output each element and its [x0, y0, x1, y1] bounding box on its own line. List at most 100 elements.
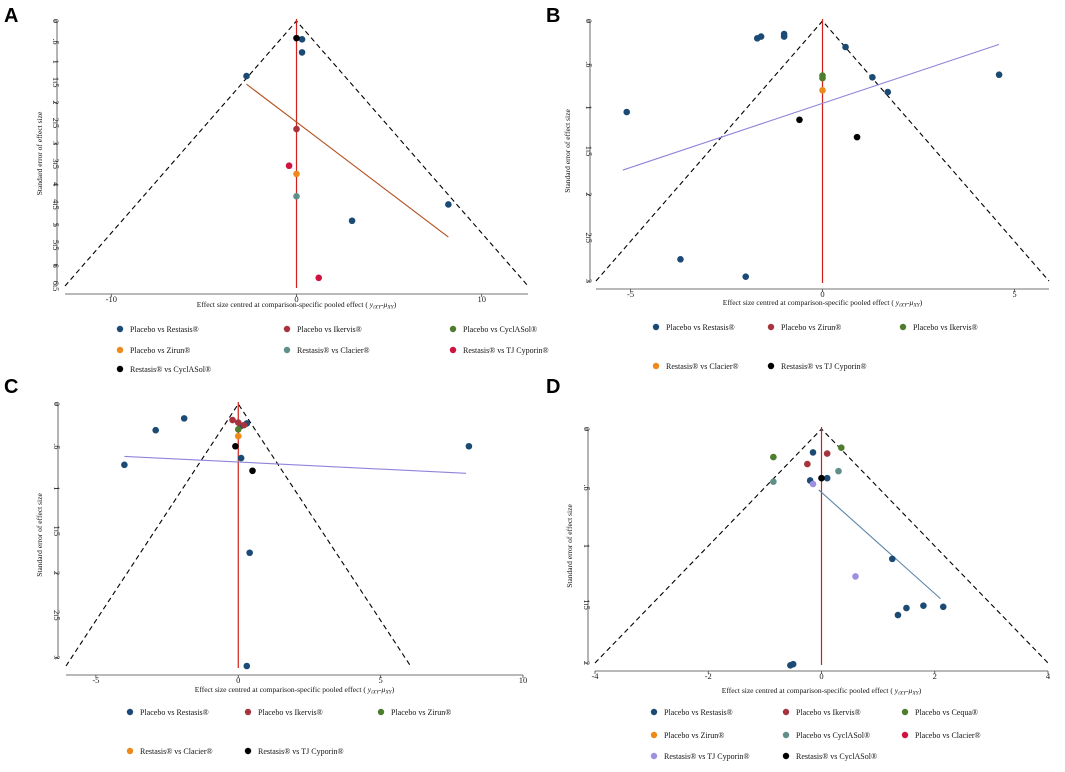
data-point: [770, 478, 777, 485]
data-point: [838, 444, 845, 452]
legend-label: Restasis® vs CyclASol®: [130, 365, 211, 374]
panel-letter: A: [4, 5, 18, 27]
data-point: [465, 442, 473, 450]
legend-label: Placebo vs Ikervis®: [796, 708, 861, 717]
legend-marker: [377, 708, 385, 716]
legend-marker: [449, 325, 457, 333]
panel-letter: C: [4, 376, 18, 398]
data-point: [789, 660, 797, 668]
legend-label: Placebo vs Ikervis®: [297, 325, 362, 334]
y-tick-label: 4: [51, 182, 61, 187]
data-point: [293, 125, 300, 133]
y-tick-label: .5: [51, 38, 61, 44]
regression-line: [622, 43, 1000, 171]
legend-label: Restasis® vs Clacier®: [140, 747, 213, 756]
legend-marker: [244, 708, 252, 716]
y-tick-label: 1.5: [52, 525, 62, 536]
y-tick-label: 3.5: [51, 158, 61, 169]
legend-label: Placebo vs Zirun®: [391, 708, 451, 717]
x-tick-label: 4: [1046, 671, 1051, 681]
y-tick-label: 2: [582, 661, 592, 665]
y-tick-label: 3: [51, 141, 61, 145]
y-tick-label: 6.5: [51, 281, 61, 292]
panel-a: A 0 .5 1 1.5 2 2.5 3 3.5 4 4.5 5 5.5 6 6.5 Standard err…: [4, 5, 549, 374]
y-axis-label: Standard error of effect size: [565, 504, 574, 588]
data-point: [852, 573, 859, 580]
x-axis-label: Effect size centred at comparison-specif…: [722, 686, 922, 697]
legend-marker: [901, 708, 909, 716]
legend-marker: [126, 708, 134, 716]
data-point: [819, 74, 826, 82]
data-point: [818, 474, 825, 482]
legend-label: Placebo vs Cequa®: [915, 708, 978, 717]
legend-marker: [899, 323, 907, 331]
y-tick-label: 0: [584, 19, 594, 23]
y-tick-label: 1.5: [584, 146, 594, 157]
legend-marker: [116, 346, 124, 354]
y-tick-label: 1: [51, 60, 61, 64]
x-axis-label: Effect size centred at comparison-specif…: [723, 298, 923, 309]
x-tick-label: 0: [294, 294, 298, 304]
data-point: [298, 49, 306, 56]
legend-label: Placebo vs Clacier®: [915, 731, 981, 740]
y-tick-label: 1.5: [582, 599, 592, 610]
legend-marker: [767, 362, 775, 370]
legend-label: Placebo vs Zirun®: [781, 323, 841, 332]
y-tick-label: 0: [52, 402, 62, 406]
y-tick-label: 6: [51, 263, 61, 267]
legend-marker: [650, 708, 658, 716]
funnel-boundary: [65, 402, 411, 667]
legend-marker: [652, 323, 660, 331]
y-tick-label: .5: [582, 484, 592, 490]
y-tick-label: 2.5: [52, 610, 62, 621]
y-axis-label: Standard error of effect size: [563, 109, 572, 193]
panel-d: D 0 .5 1 1.5 2 Standard error of effect size -4…: [546, 376, 1051, 761]
y-tick-label: 1.5: [51, 77, 61, 88]
data-point: [293, 170, 300, 178]
data-point: [809, 449, 817, 456]
legend-label: Placebo vs Restasis®: [140, 708, 209, 717]
data-point: [819, 87, 826, 94]
legend-marker: [767, 323, 775, 331]
y-tick-label: 4.5: [51, 199, 61, 210]
data-point: [298, 36, 306, 43]
legend-label: Restasis® vs TJ Cyporin®: [781, 362, 867, 371]
x-tick-label: 2: [933, 671, 937, 681]
legend-label: Placebo vs Ikervis®: [258, 708, 323, 717]
legend-marker: [116, 325, 124, 333]
data-point: [243, 72, 250, 80]
legend-marker: [650, 752, 658, 760]
legend-marker: [283, 346, 291, 354]
x-tick-label: 5: [379, 675, 383, 685]
data-point: [903, 604, 910, 612]
data-point: [884, 88, 892, 96]
legend-label: Placebo vs Zirun®: [664, 731, 724, 740]
data-point: [240, 421, 248, 429]
y-tick-label: 2.5: [51, 118, 61, 129]
data-point: [293, 34, 300, 42]
x-tick-label: 0: [820, 289, 824, 299]
legend-label: Restasis® vs Clacier®: [666, 362, 739, 371]
x-tick-label: -5: [92, 675, 99, 685]
legend-marker: [782, 752, 790, 760]
data-point: [796, 116, 803, 124]
data-point: [243, 662, 251, 670]
panel-letter: B: [546, 5, 560, 27]
data-point: [234, 432, 242, 440]
panel-c: C 0 .5 1 1.5 2 2.5 3 Standard error of effect si…: [4, 376, 527, 756]
data-point: [894, 611, 902, 619]
legend-label: Restasis® vs Clacier®: [297, 346, 370, 355]
x-axis-label: Effect size centred at comparison-specif…: [197, 300, 397, 311]
y-tick-label: 1: [582, 544, 592, 548]
legend-label: Placebo vs Ikervis®: [913, 323, 978, 332]
legend-label: Restasis® vs TJ Cyporin®: [463, 346, 549, 355]
legend-label: Placebo vs Restasis®: [664, 708, 733, 717]
data-point: [823, 474, 831, 482]
data-point: [232, 442, 239, 450]
legend-label: Restasis® vs CyclASol®: [796, 752, 877, 761]
data-point: [939, 603, 947, 611]
data-point: [246, 549, 253, 557]
y-tick-label: .5: [52, 443, 62, 449]
data-point: [920, 602, 927, 609]
data-point: [121, 461, 128, 469]
